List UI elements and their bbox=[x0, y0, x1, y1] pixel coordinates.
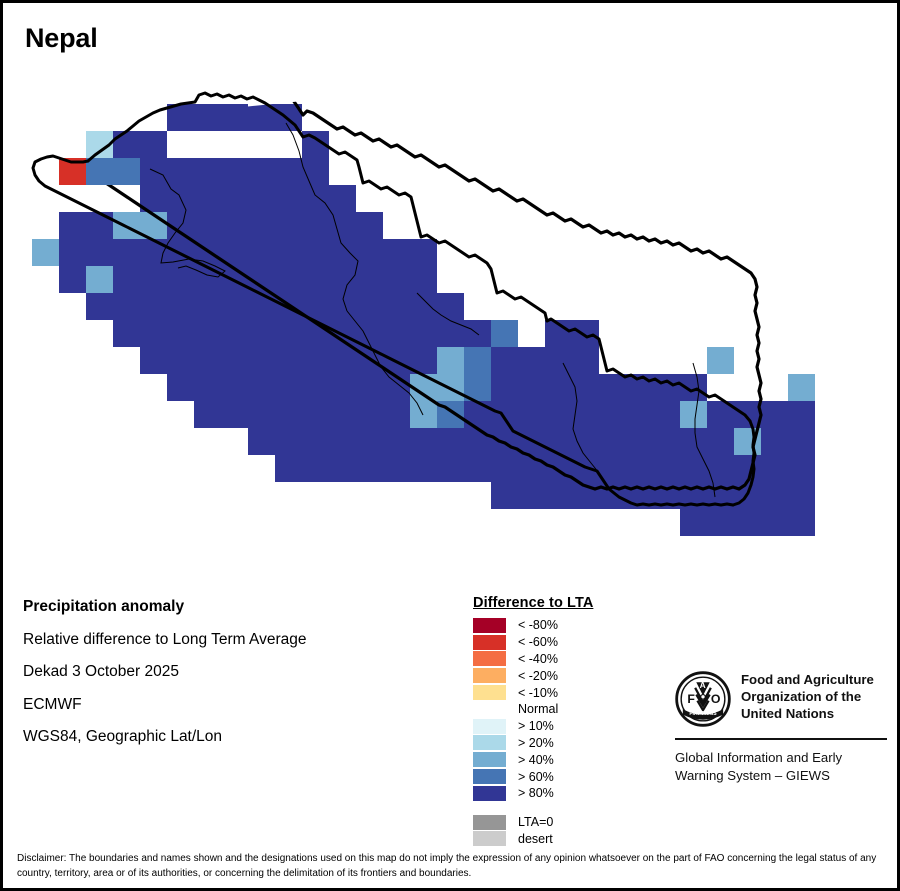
legend-item-swatch bbox=[473, 617, 506, 633]
legend: Difference to LTA < -80% < -60% < -40% < -2… bbox=[473, 595, 653, 847]
anomaly-cells-from-data bbox=[32, 104, 815, 401]
legend-item-row[interactable]: < -60% bbox=[473, 634, 653, 651]
anomaly-cell bbox=[86, 266, 113, 293]
legend-item-swatch bbox=[473, 685, 506, 701]
legend-item-row[interactable]: < -40% bbox=[473, 651, 653, 668]
legend-item-swatch bbox=[473, 634, 506, 650]
giews-line-1: Global Information and Early bbox=[675, 750, 843, 765]
legend-extra-label: desert bbox=[518, 831, 553, 846]
legend-title: Difference to LTA bbox=[473, 595, 594, 611]
legend-item-row[interactable]: < -80% bbox=[473, 617, 653, 634]
anomaly-cell bbox=[491, 320, 518, 347]
legend-items: < -80% < -60% < -40% < -20% < -10% Normal > 10… bbox=[473, 617, 653, 802]
anomaly-raster bbox=[32, 104, 815, 536]
legend-item-label: > 40% bbox=[518, 752, 554, 767]
anomaly-cell bbox=[707, 347, 734, 374]
nepal-anomaly-map[interactable] bbox=[3, 63, 897, 553]
legend-item-row[interactable]: Normal bbox=[473, 701, 653, 718]
anomaly-cell bbox=[221, 104, 248, 131]
legend-item-swatch bbox=[473, 769, 506, 785]
legend-extra-items: LTA=0 desert bbox=[473, 814, 653, 848]
fao-motto: FIAT PANIS bbox=[689, 711, 717, 717]
legend-item-label: > 80% bbox=[518, 786, 554, 801]
svg-text:A: A bbox=[700, 680, 706, 690]
legend-item-label: < -40% bbox=[518, 651, 558, 666]
fao-logo-icon: F O A FIAT PANIS bbox=[675, 671, 731, 727]
fao-org-line-3: United Nations bbox=[741, 705, 835, 721]
fao-org-name: Food and Agriculture Organization of the… bbox=[741, 671, 874, 723]
outside-mask bbox=[3, 63, 897, 239]
legend-item-row[interactable]: > 10% bbox=[473, 718, 653, 735]
legend-item-label: < -60% bbox=[518, 635, 558, 650]
fao-divider bbox=[675, 738, 887, 740]
legend-item-row[interactable]: > 20% bbox=[473, 735, 653, 752]
info-subtitle: Relative difference to Long Term Average bbox=[23, 630, 307, 648]
info-period: Dekad 3 October 2025 bbox=[23, 663, 179, 680]
legend-extra-swatch bbox=[473, 814, 506, 830]
map-info-block: Precipitation anomaly Relative differenc… bbox=[23, 599, 443, 762]
legend-item-label: > 10% bbox=[518, 719, 554, 734]
legend-item-row[interactable]: < -20% bbox=[473, 667, 653, 684]
giews-name: Global Information and Early Warning Sys… bbox=[675, 749, 887, 784]
anomaly-cell bbox=[113, 131, 140, 158]
legend-item-swatch bbox=[473, 735, 506, 751]
disclaimer-text: Disclaimer: The boundaries and names sho… bbox=[17, 853, 877, 879]
legend-extra-label: LTA=0 bbox=[518, 815, 554, 830]
anomaly-cell bbox=[140, 131, 167, 158]
legend-item-label: > 20% bbox=[518, 735, 554, 750]
legend-extra-row[interactable]: LTA=0 bbox=[473, 814, 653, 831]
fao-org-line-2: Organization of the bbox=[741, 688, 862, 704]
map-boundary-overlay bbox=[31, 91, 756, 507]
legend-spacer bbox=[473, 802, 653, 814]
legend-extra-row[interactable]: desert bbox=[473, 831, 653, 848]
svg-text:F: F bbox=[687, 692, 695, 706]
legend-item-row[interactable]: > 40% bbox=[473, 751, 653, 768]
anomaly-cell bbox=[167, 104, 194, 131]
legend-extra-swatch bbox=[473, 831, 506, 847]
legend-item-swatch bbox=[473, 718, 506, 734]
legend-item-row[interactable]: > 80% bbox=[473, 785, 653, 802]
info-heading: Precipitation anomaly bbox=[23, 598, 185, 615]
legend-item-label: < -80% bbox=[518, 618, 558, 633]
legend-item-swatch bbox=[473, 668, 506, 684]
anomaly-cell bbox=[32, 239, 59, 266]
page-title: Nepal bbox=[25, 23, 98, 53]
national-border bbox=[31, 81, 763, 491]
legend-item-swatch bbox=[473, 785, 506, 801]
legend-item-swatch bbox=[473, 651, 506, 667]
anomaly-cell bbox=[86, 158, 113, 185]
fao-branding: F O A FIAT PANIS Food and Agriculture Or… bbox=[675, 671, 887, 784]
anomaly-cell bbox=[437, 347, 464, 374]
map-canvas[interactable] bbox=[3, 63, 897, 553]
legend-item-row[interactable]: < -10% bbox=[473, 684, 653, 701]
giews-line-2: Warning System – GIEWS bbox=[675, 767, 830, 783]
legend-item-label: < -20% bbox=[518, 668, 558, 683]
anomaly-cell bbox=[788, 374, 815, 401]
legend-item-swatch bbox=[473, 702, 506, 717]
legend-item-label: > 60% bbox=[518, 769, 554, 784]
anomaly-cell bbox=[194, 104, 221, 131]
fao-org-line-1: Food and Agriculture bbox=[741, 672, 874, 687]
legend-item-label: < -10% bbox=[518, 685, 558, 700]
svg-text:O: O bbox=[711, 692, 721, 706]
info-source: ECMWF bbox=[23, 695, 82, 713]
legend-item-row[interactable]: > 60% bbox=[473, 768, 653, 785]
legend-item-swatch bbox=[473, 752, 506, 768]
legend-item-label: Normal bbox=[518, 702, 559, 717]
info-projection: WGS84, Geographic Lat/Lon bbox=[23, 728, 223, 745]
